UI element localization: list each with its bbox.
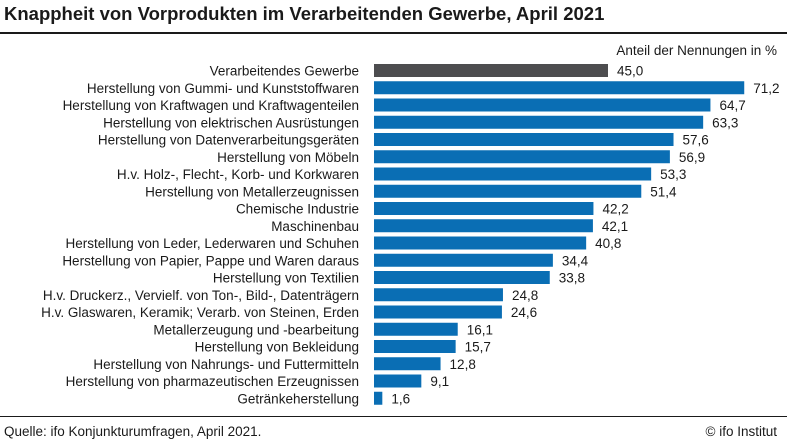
value-label: 57,6 (683, 133, 709, 148)
unit-label: Anteil der Nennungen in % (616, 43, 777, 58)
bar (374, 167, 652, 181)
bars-group: Verarbeitendes Gewerbe 45,0 Herstellung vo… (41, 64, 779, 407)
value-label: 15,7 (465, 340, 491, 355)
category-label: Herstellung von Leder, Lederwaren und Sc… (66, 236, 359, 251)
bar (374, 236, 587, 250)
category-label: Verarbeitendes Gewerbe (210, 64, 359, 79)
category-label: Getränkeherstellung (237, 391, 359, 406)
category-label: Maschinenbau (271, 219, 359, 234)
value-label: 24,8 (512, 288, 538, 303)
bar (374, 322, 458, 336)
value-label: 42,2 (602, 202, 628, 217)
bar (374, 150, 670, 164)
value-label: 51,4 (650, 184, 677, 199)
category-label: Herstellung von elektrischen Ausrüstunge… (103, 115, 359, 130)
category-label: Metallerzeugung und -bearbeitung (153, 322, 359, 337)
category-label: Herstellung von Gummi- und Kunststoffwar… (87, 81, 359, 96)
category-label: Herstellung von Kraftwagen und Kraftwage… (63, 98, 359, 113)
value-label: 64,7 (719, 98, 745, 113)
category-label: Herstellung von Datenverarbeitungsgeräte… (98, 133, 359, 148)
bar (374, 374, 422, 388)
category-label: Herstellung von Möbeln (217, 150, 359, 165)
bar (374, 184, 642, 198)
value-label: 9,1 (430, 374, 449, 389)
category-label: Herstellung von Bekleidung (195, 340, 359, 355)
bar (374, 98, 711, 112)
value-label: 63,3 (712, 115, 738, 130)
source-note: Quelle: ifo Konjunkturumfragen, April 20… (4, 424, 262, 439)
bar (374, 357, 441, 371)
value-label: 1,6 (391, 391, 410, 406)
bar (374, 202, 594, 215)
category-label: Chemische Industrie (236, 202, 359, 217)
value-label: 16,1 (467, 322, 493, 337)
value-label: 42,1 (602, 219, 628, 234)
category-label: Herstellung von Nahrungs- und Futtermitt… (93, 357, 359, 372)
category-label: H.v. Holz-, Flecht-, Korb- und Korkwaren (117, 167, 359, 182)
value-label: 24,6 (511, 305, 537, 320)
chart-title: Knappheit von Vorprodukten im Verarbeite… (4, 3, 605, 24)
bar (374, 219, 593, 233)
bar (374, 253, 553, 267)
value-label: 71,2 (753, 81, 779, 96)
copyright-credit: © ifo Institut (705, 424, 777, 439)
value-label: 53,3 (660, 167, 686, 182)
category-label: Herstellung von Papier, Pappe und Waren … (62, 253, 359, 268)
bar (374, 340, 456, 353)
bar (374, 271, 550, 284)
value-label: 12,8 (450, 357, 476, 372)
value-label: 56,9 (679, 150, 705, 165)
value-label: 34,4 (562, 253, 589, 268)
value-label: 33,8 (559, 271, 585, 286)
value-label: 40,8 (595, 236, 621, 251)
bar (374, 133, 674, 146)
bar (374, 81, 745, 95)
bar (374, 288, 503, 302)
bar (374, 64, 608, 77)
category-label: H.v. Glaswaren, Keramik; Verarb. von Ste… (41, 305, 359, 320)
category-label: Herstellung von Metallerzeugnissen (145, 184, 359, 199)
title-divider (0, 32, 787, 34)
category-label: H.v. Druckerz., Vervielf. von Ton-, Bild… (43, 288, 359, 303)
bar (374, 115, 704, 129)
category-label: Herstellung von pharmazeutischen Erzeugn… (66, 374, 359, 389)
bar (374, 391, 383, 405)
category-label: Herstellung von Textilien (213, 271, 359, 286)
bar (374, 305, 502, 319)
footer-divider (0, 416, 787, 417)
value-label: 45,0 (617, 64, 643, 79)
